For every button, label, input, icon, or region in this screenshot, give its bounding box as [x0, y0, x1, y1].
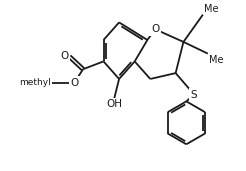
Text: Me: Me	[204, 4, 218, 14]
Text: O: O	[60, 51, 68, 61]
Text: S: S	[191, 90, 198, 100]
Text: Me: Me	[209, 55, 223, 65]
Text: methyl: methyl	[19, 78, 51, 87]
Text: O: O	[70, 78, 78, 88]
Text: O: O	[151, 24, 159, 34]
Text: OH: OH	[106, 99, 122, 109]
